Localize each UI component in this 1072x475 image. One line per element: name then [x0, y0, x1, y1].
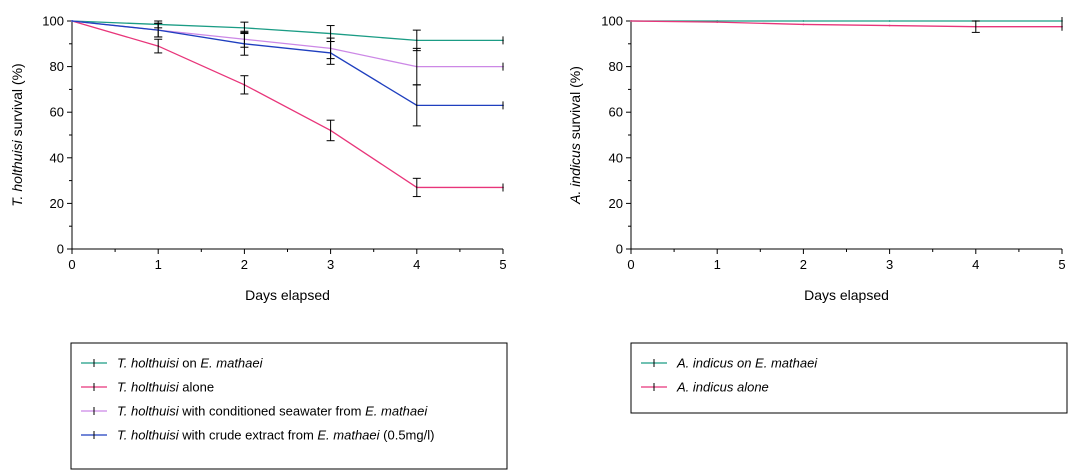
- x-tick-label: 2: [241, 257, 248, 272]
- y-tick-label: 80: [50, 59, 64, 74]
- series-line-4: [71, 20, 503, 107]
- chart-panel-2: 0 1 2 3 4 5 0 20 40 60 80 100 Days elapsed A. indicus…: [567, 14, 1068, 414]
- legend-2: A. indicus on E. mathaei A. indicus alone: [630, 342, 1068, 414]
- x-tick-label: 0: [627, 257, 634, 272]
- data-point: [630, 20, 632, 22]
- y-tick-label: 100: [42, 14, 64, 29]
- legend-entry-2: T. holthuisi alone: [117, 380, 214, 395]
- series-line-2: [630, 20, 1062, 28]
- x-tick-label: 3: [886, 257, 893, 272]
- series-line-1: [71, 20, 503, 42]
- legend-entry-part: E. mathaei: [200, 356, 263, 371]
- data-point: [802, 20, 805, 22]
- x-tick-label: 5: [499, 257, 506, 272]
- y-axis-label-rest: survival (%): [9, 63, 25, 140]
- legend-entry-part: on: [179, 356, 201, 371]
- y-tick-label: 0: [57, 242, 64, 257]
- y-axis-label-italic: A. indicus: [567, 143, 583, 205]
- y-tick-label: 60: [50, 105, 64, 120]
- legend-entry-part: T. holthuisi: [117, 404, 180, 419]
- legend-entry-part: T. holthuisi: [117, 380, 180, 395]
- legend-entry-3: T. holthuisi with conditioned seawater f…: [117, 404, 428, 419]
- y-tick-label: 0: [616, 242, 623, 257]
- legend-entry-4: T. holthuisi with crude extract from E. …: [117, 428, 434, 443]
- x-tick-label: 4: [972, 257, 979, 272]
- x-tick-label: 4: [413, 257, 420, 272]
- legend-entry-part: A. indicus alone: [676, 380, 769, 395]
- legend-entry-1: T. holthuisi on E. mathaei: [117, 356, 264, 371]
- legend-box: [70, 342, 508, 470]
- x-axis-label: Days elapsed: [804, 287, 889, 303]
- x-tick-label: 1: [155, 257, 162, 272]
- legend-entry-part: T. holthuisi: [117, 356, 180, 371]
- y-axis-label-italic: T. holthuisi: [9, 139, 25, 206]
- y-tick-label: 20: [609, 196, 623, 211]
- y-tick-label: 60: [609, 105, 623, 120]
- legend-entry-part: with conditioned seawater from: [179, 404, 365, 419]
- y-tick-label: 100: [601, 14, 623, 29]
- x-axis-label: Days elapsed: [245, 287, 330, 303]
- legend-entry-part: A. indicus on E. mathaei: [676, 356, 818, 371]
- legend-box: [630, 342, 1068, 414]
- data-point: [802, 23, 805, 26]
- x-tick-label: 2: [800, 257, 807, 272]
- data-point: [888, 24, 891, 27]
- x-tick-label: 0: [68, 257, 75, 272]
- legend-entry-part: E. mathaei: [317, 428, 380, 443]
- y-tick-label: 40: [50, 150, 64, 165]
- x-tick-label: 5: [1058, 257, 1065, 272]
- legend-entry-part: (0.5mg/l): [380, 428, 435, 443]
- x-tick-label: 1: [714, 257, 721, 272]
- legend-entry-part: E. mathaei: [365, 404, 428, 419]
- y-axis-label: A. indicus survival (%): [567, 66, 583, 205]
- data-point: [888, 20, 891, 22]
- y-tick-label: 20: [50, 196, 64, 211]
- data-point: [71, 20, 73, 22]
- y-axis-label-rest: survival (%): [567, 66, 583, 143]
- y-axis-label: T. holthuisi survival (%): [9, 63, 25, 206]
- y-tick-label: 40: [609, 150, 623, 165]
- legend-entry-2: A. indicus alone: [676, 380, 769, 395]
- legend-entry-1: A. indicus on E. mathaei: [676, 356, 818, 371]
- x-tick-label: 3: [327, 257, 334, 272]
- series-line-2: [71, 20, 503, 189]
- chart-panel-1: 0 1 2 3 4 5 0 20 40 60 80 100 Days elapsed T. holthui…: [9, 14, 508, 470]
- legend-entry-part: T. holthuisi: [117, 428, 180, 443]
- y-tick-label: 80: [609, 59, 623, 74]
- legend-entry-part: alone: [179, 380, 214, 395]
- data-point: [716, 21, 719, 24]
- legend-entry-part: with crude extract from: [179, 428, 318, 443]
